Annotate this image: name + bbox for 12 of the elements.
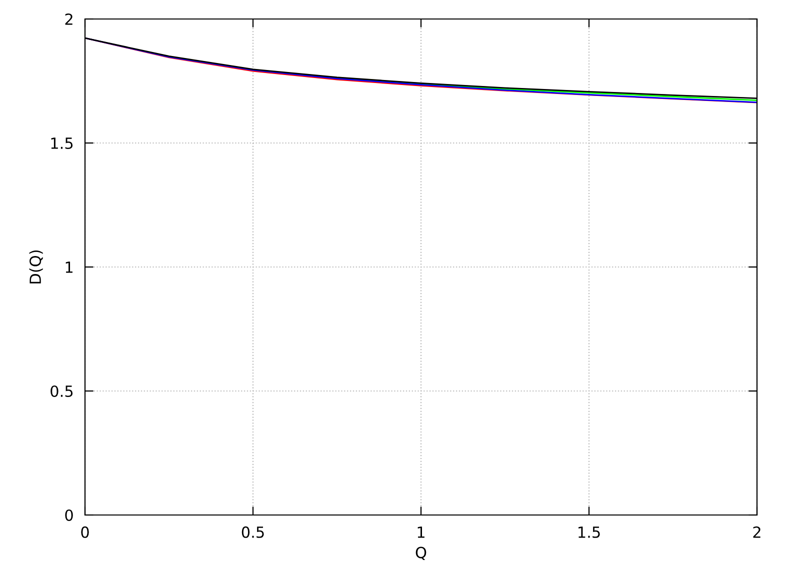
- x-axis-title: Q: [416, 546, 426, 560]
- y-tick-label: 1: [66, 262, 72, 273]
- y-tick-label: 0.5: [50, 385, 73, 398]
- y-tick-label: 0: [65, 509, 73, 522]
- x-tick-label: 1.5: [578, 526, 600, 538]
- y-axis-title: D(Q): [29, 250, 43, 284]
- x-tick-label: 0: [81, 526, 89, 538]
- x-tick-label: 2: [753, 526, 760, 538]
- y-tick-label: 2: [65, 13, 72, 25]
- x-tick-label: 0.5: [242, 526, 264, 538]
- x-tick-label: 1: [418, 526, 424, 538]
- y-tick-label: 1.5: [51, 138, 73, 150]
